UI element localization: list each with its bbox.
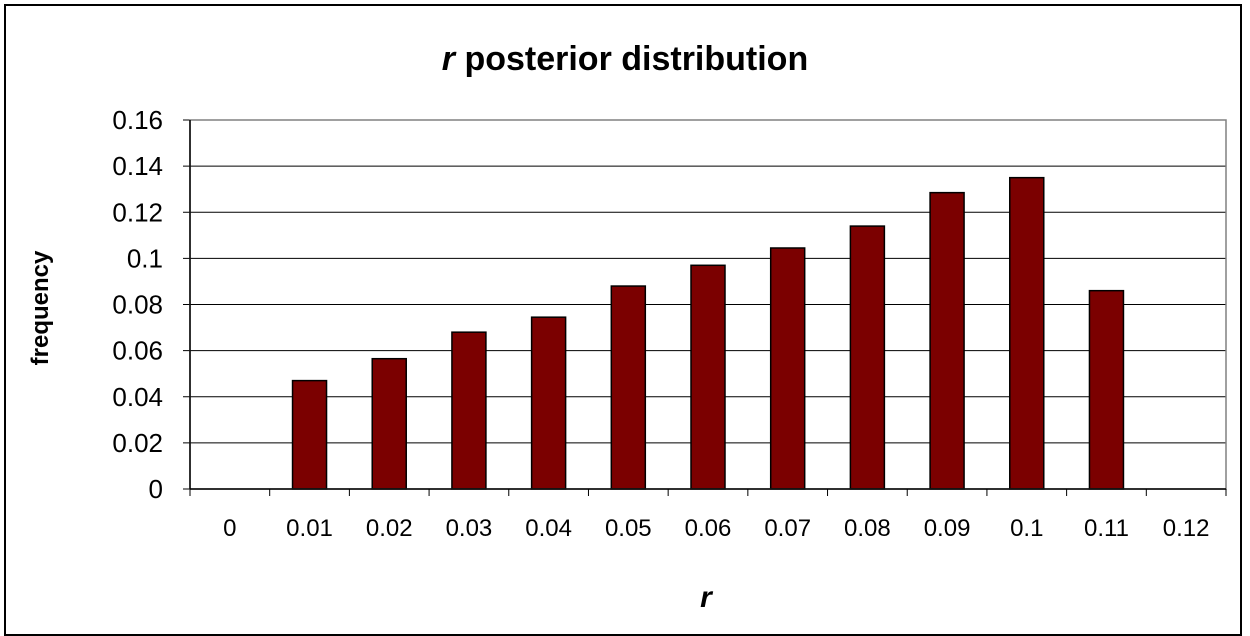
x-tick-label: 0.07 <box>764 515 811 542</box>
y-tick-label: 0.12 <box>112 197 163 227</box>
y-tick-label: 0.1 <box>127 243 163 273</box>
y-tick-label: 0.14 <box>112 151 163 181</box>
bar <box>530 316 567 490</box>
bar <box>929 191 965 490</box>
x-tick-label: 0 <box>223 515 236 542</box>
x-tick-label: 0.03 <box>446 515 493 542</box>
y-tick-label: 0 <box>149 474 163 504</box>
x-axis-label: r <box>700 581 714 614</box>
y-tick-label: 0.02 <box>112 428 163 458</box>
x-tick-label: 0.06 <box>685 515 732 542</box>
bar <box>371 357 407 490</box>
x-tick-label: 0.11 <box>1084 515 1129 542</box>
bar <box>690 264 726 490</box>
bars <box>291 176 1125 490</box>
bar <box>1088 289 1125 490</box>
bar <box>610 285 647 490</box>
y-tick-labels: 0 0.02 0.04 0.06 0.08 0.1 0.12 0.14 0.16 <box>112 105 163 504</box>
x-tick-label: 0.04 <box>525 515 572 542</box>
x-tick-labels: 0 0.01 0.02 0.03 0.04 0.05 0.06 0.07 0.08 0.09 0.1… <box>223 515 1209 542</box>
bar <box>849 225 886 490</box>
x-tick-label: 0.05 <box>605 515 652 542</box>
y-tick-label: 0.08 <box>112 290 163 320</box>
y-tick-label: 0.06 <box>112 336 163 366</box>
chart-title: r posterior distribution <box>442 40 808 78</box>
bar <box>769 247 806 490</box>
x-tick-label: 0.01 <box>286 515 333 542</box>
x-tick-label: 0.02 <box>366 515 413 542</box>
axes <box>189 119 1227 496</box>
y-axis-label: frequency <box>27 250 54 365</box>
x-tick-label: 0.12 <box>1163 515 1210 542</box>
x-tick-label: 0.09 <box>924 515 971 542</box>
bar <box>1009 176 1045 490</box>
x-tick-label: 0.08 <box>844 515 891 542</box>
y-tick-label: 0.16 <box>112 105 163 135</box>
x-tick-label: 0.1 <box>1010 515 1043 542</box>
bar <box>291 379 328 490</box>
y-tick-label: 0.04 <box>112 382 163 412</box>
bar <box>451 331 487 490</box>
